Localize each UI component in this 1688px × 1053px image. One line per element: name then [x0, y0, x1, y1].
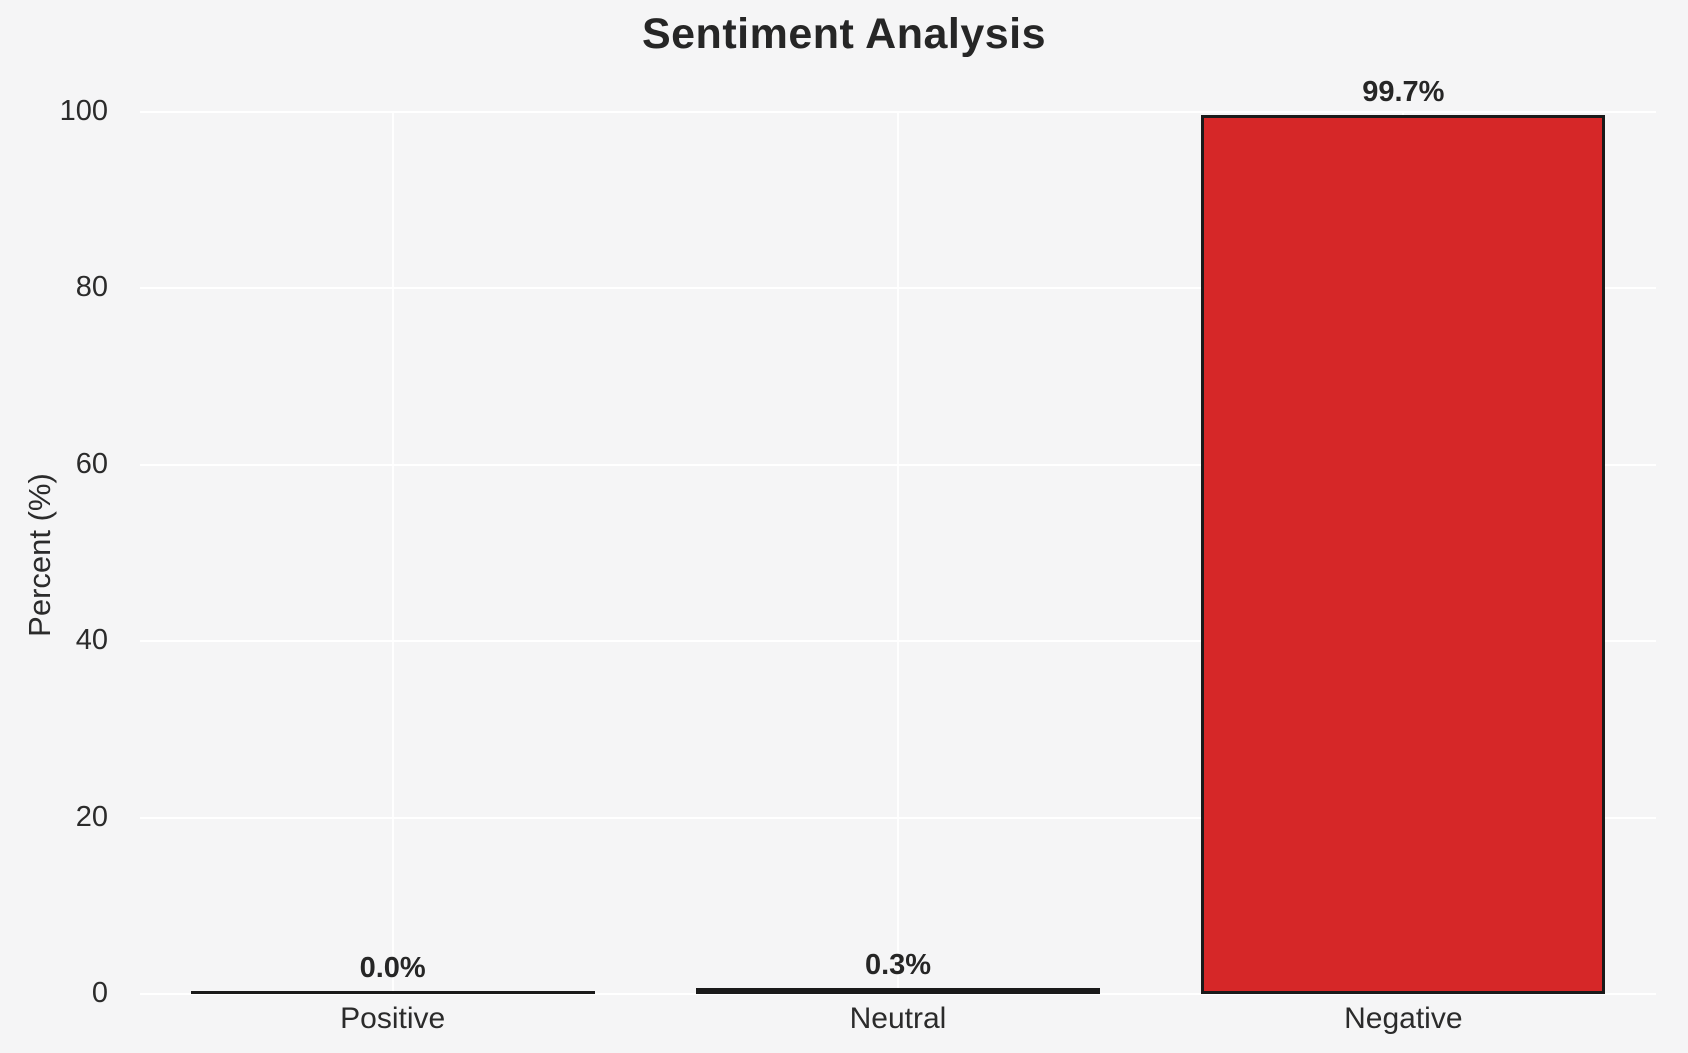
plot-area: 0.0% 0.3% 99.7%	[140, 76, 1656, 995]
bar-neutral	[696, 988, 1100, 994]
bar-positive	[190, 991, 595, 994]
x-tick-label-negative: Negative	[1344, 1002, 1463, 1035]
value-label-negative: 99.7%	[1362, 76, 1445, 108]
value-label-neutral: 0.3%	[864, 949, 932, 981]
y-tick-label-80: 80	[75, 271, 108, 304]
y-tick-label-100: 100	[59, 95, 108, 127]
gridline-y-0	[140, 993, 1656, 995]
y-tick-label-0: 0	[91, 977, 108, 1009]
gridline-x-neutral	[897, 112, 899, 994]
gridline-x-positive	[391, 112, 394, 994]
y-tick-label-20: 20	[75, 800, 108, 833]
x-tick-label-positive: Positive	[340, 1002, 446, 1035]
bar-negative	[1201, 115, 1606, 994]
y-tick-label-40: 40	[75, 624, 108, 657]
y-tick-label-60: 60	[75, 447, 108, 480]
value-label-positive: 0.0%	[359, 952, 426, 984]
x-tick-label-neutral: Neutral	[849, 1002, 947, 1035]
chart-title: Sentiment Analysis	[641, 10, 1047, 58]
